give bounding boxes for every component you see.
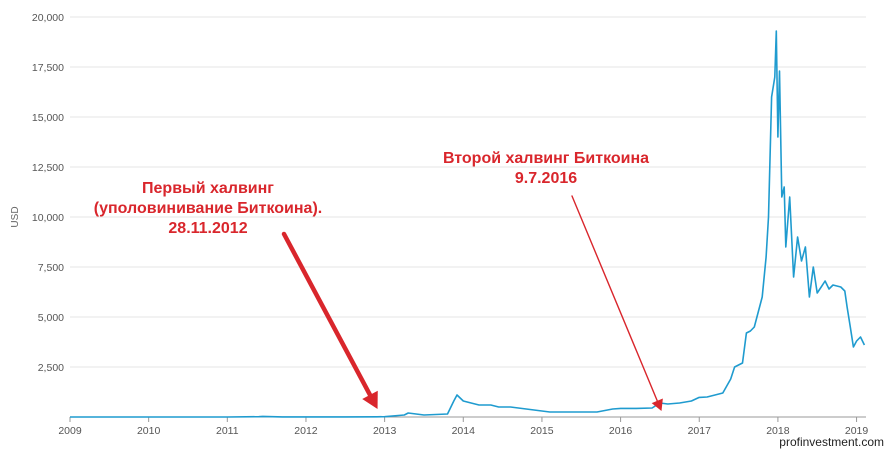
y-tick-label: 5,000	[38, 312, 64, 324]
x-tick-label: 2018	[766, 425, 790, 437]
y-tick-label: 12,500	[32, 162, 64, 174]
x-tick-label: 2009	[58, 425, 82, 437]
annotation-arrow-head	[362, 390, 378, 409]
x-tick-label: 2016	[609, 425, 633, 437]
x-tick-label: 2017	[688, 425, 712, 437]
annotation-text-line: Второй халвинг Биткоина	[443, 150, 649, 167]
y-tick-label: 2,500	[38, 362, 64, 374]
annotation-text-line: 9.7.2016	[515, 170, 577, 187]
watermark-text: profinvestment.com	[779, 435, 884, 449]
x-tick-label: 2010	[137, 425, 161, 437]
x-tick-label: 2011	[216, 425, 239, 437]
y-axis-title: USD	[10, 206, 21, 227]
y-axis-ticks: 2,500 5,000 7,500 10,000 12,500 15,000 17,500 2…	[32, 12, 64, 374]
annotation-text-line: 28.11.2012	[168, 220, 247, 237]
annotations: Первый халвинг (уполовинивание Биткоина).…	[94, 150, 663, 411]
gridlines	[70, 16, 866, 368]
annotation-arrow-shaft	[571, 195, 658, 402]
x-tick-label: 2019	[845, 425, 869, 437]
x-tick-label: 2015	[530, 425, 554, 437]
price-series-line	[70, 30, 866, 418]
annotation-arrow-shaft	[281, 231, 373, 398]
annotation-text-line: Первый халвинг	[142, 180, 274, 197]
x-axis-ticks: 2009 2010 2011 2012 2013 2014 2015 2016 2017 2018…	[58, 417, 868, 437]
x-tick-label: 2014	[452, 425, 476, 437]
annotation-arrow-head	[651, 398, 663, 411]
y-tick-label: 20,000	[32, 12, 64, 24]
x-tick-label: 2013	[373, 425, 397, 437]
y-tick-label: 10,000	[32, 212, 64, 224]
y-tick-label: 7,500	[38, 262, 64, 274]
annotation-text-line: (уполовинивание Биткоина).	[94, 200, 322, 217]
y-tick-label: 17,500	[32, 62, 64, 74]
y-tick-label: 15,000	[32, 112, 64, 124]
x-tick-label: 2012	[294, 425, 318, 437]
